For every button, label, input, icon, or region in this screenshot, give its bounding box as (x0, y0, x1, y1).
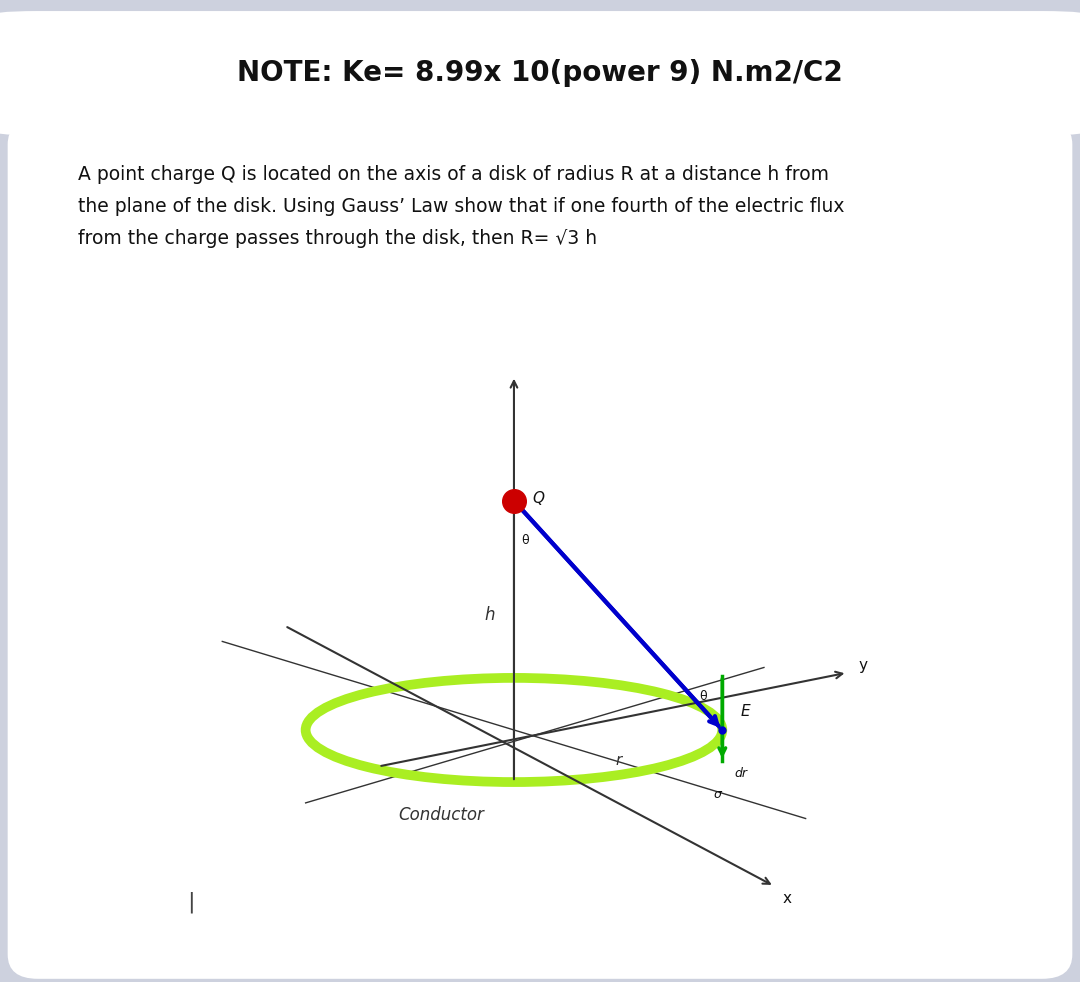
Text: the plane of the disk. Using Gauss’ Law show that if one fourth of the electric : the plane of the disk. Using Gauss’ Law … (78, 197, 845, 216)
Text: |: | (187, 891, 194, 912)
FancyBboxPatch shape (0, 11, 1080, 136)
Text: σ: σ (713, 789, 721, 801)
Text: Conductor: Conductor (399, 806, 484, 825)
Text: dr: dr (734, 767, 747, 781)
Text: r: r (615, 753, 621, 768)
FancyBboxPatch shape (8, 120, 1072, 979)
Text: E: E (741, 704, 751, 719)
Text: θ: θ (699, 690, 706, 703)
Text: from the charge passes through the disk, then R= √3 h: from the charge passes through the disk,… (78, 230, 597, 248)
Text: A point charge Q is located on the axis of a disk of radius R at a distance h fr: A point charge Q is located on the axis … (78, 165, 829, 184)
Text: x: x (782, 892, 792, 906)
Text: θ: θ (522, 534, 529, 547)
Text: Q: Q (532, 491, 544, 507)
Text: h: h (485, 607, 496, 625)
Text: y: y (859, 658, 867, 673)
Text: NOTE: Ke= 8.99x 10(power 9) N.m2/C2: NOTE: Ke= 8.99x 10(power 9) N.m2/C2 (238, 59, 842, 87)
